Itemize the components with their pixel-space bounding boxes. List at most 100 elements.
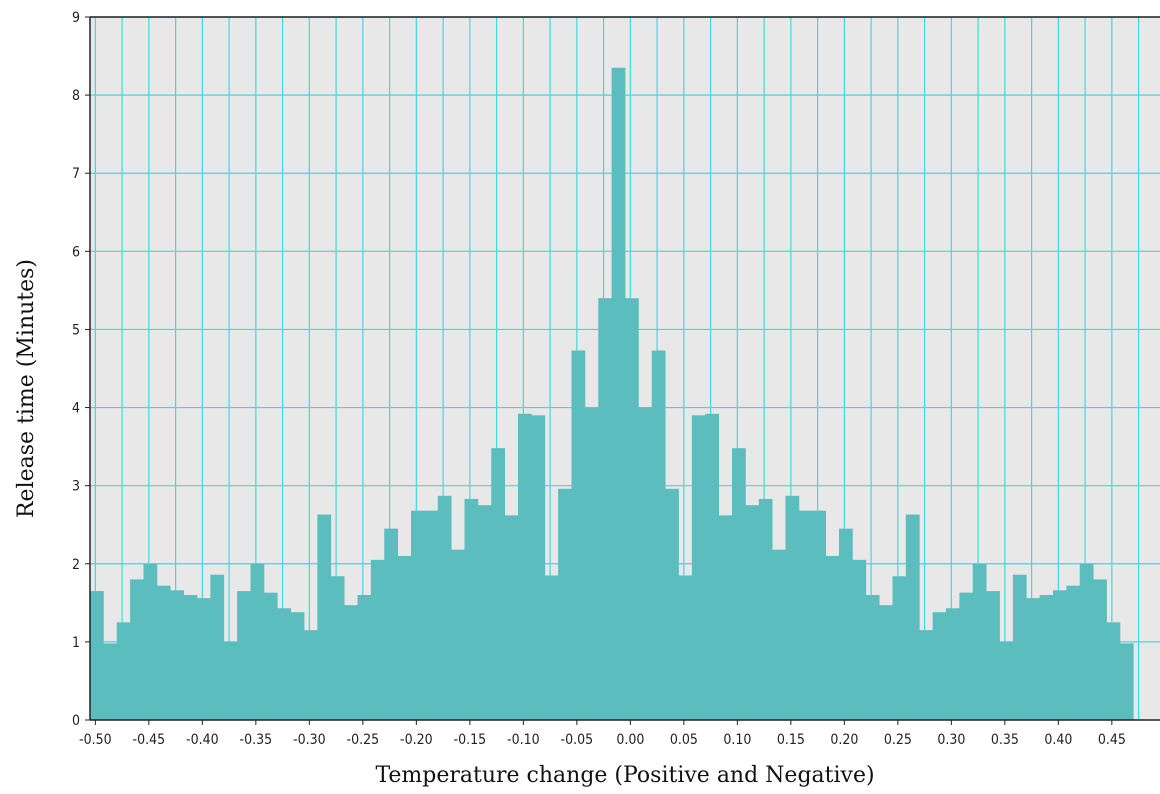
x-tick-label: -0.05 [561, 732, 594, 748]
histogram-bar [571, 350, 586, 720]
histogram-bar [691, 415, 706, 720]
histogram-bar [263, 592, 278, 720]
histogram-bar [491, 448, 506, 720]
y-tick-label: 4 [72, 401, 80, 417]
histogram-bar [1066, 585, 1081, 720]
y-tick-label: 7 [72, 166, 80, 182]
histogram-bar [304, 630, 318, 720]
histogram-bar [437, 495, 452, 720]
histogram-bar [986, 591, 1000, 720]
histogram-bar [812, 510, 827, 720]
histogram-bar [598, 298, 613, 720]
histogram-bar [625, 298, 639, 720]
x-tick-label: -0.30 [293, 732, 326, 748]
x-tick-label: 0.10 [723, 732, 751, 748]
x-tick-label: 0.15 [777, 732, 805, 748]
histogram-bar [1012, 574, 1027, 720]
histogram-bar [531, 415, 546, 720]
x-tick-label: 0.40 [1044, 732, 1072, 748]
x-tick-label: -0.40 [186, 732, 219, 748]
histogram-bar [825, 555, 840, 720]
histogram-bar [357, 595, 372, 720]
histogram-bar [250, 563, 265, 720]
histogram-bar [732, 448, 746, 720]
histogram-bar [718, 515, 733, 720]
histogram-bar [1079, 563, 1094, 720]
histogram-bar [558, 488, 572, 720]
x-tick-label: -0.10 [507, 732, 540, 748]
histogram-bar [411, 510, 425, 720]
x-tick-label: -0.45 [133, 732, 166, 748]
y-axis-ticks: 0 1 2 3 4 5 6 7 8 9 [72, 10, 90, 729]
histogram-bar [959, 592, 974, 720]
histogram-bar [277, 608, 292, 720]
y-tick-label: 6 [72, 244, 80, 260]
histogram-bar [1119, 643, 1134, 720]
x-tick-label: 0.35 [991, 732, 1019, 748]
histogram-bar [504, 515, 519, 720]
histogram-bar [130, 579, 144, 720]
x-tick-label: -0.35 [240, 732, 273, 748]
x-tick-label: 0.05 [670, 732, 698, 748]
histogram-bar [170, 590, 185, 720]
histogram-bar [1106, 622, 1121, 720]
x-tick-label: 0.25 [884, 732, 912, 748]
histogram-bar [317, 514, 332, 720]
histogram-bar [1053, 590, 1067, 720]
y-tick-label: 8 [72, 88, 80, 104]
histogram-bar [651, 350, 666, 720]
histogram-bar [1026, 598, 1041, 720]
histogram-bar [798, 510, 813, 720]
histogram-bar [424, 510, 439, 720]
y-axis-title: Release time (Minutes) [14, 259, 39, 518]
y-tick-label: 9 [72, 10, 80, 26]
bars [90, 67, 1134, 721]
histogram-bar [397, 555, 412, 720]
histogram-bar [758, 498, 773, 720]
x-tick-label: 0.45 [1098, 732, 1126, 748]
histogram-bar [879, 605, 893, 720]
histogram-bar [785, 495, 800, 720]
y-tick-label: 5 [72, 322, 80, 338]
x-tick-label: 0.30 [937, 732, 965, 748]
histogram-bar [518, 413, 532, 720]
x-axis-title: Temperature change (Positive and Negativ… [375, 763, 874, 788]
histogram-bar [1039, 595, 1054, 720]
histogram-bar [183, 595, 198, 720]
histogram-bar [116, 622, 131, 720]
histogram-bar [705, 413, 720, 720]
histogram-bar [143, 563, 158, 720]
histogram-bar [865, 595, 880, 720]
histogram-bar [584, 407, 599, 720]
y-tick-label: 2 [72, 557, 80, 573]
histogram-bar [237, 591, 251, 720]
histogram-bar [892, 576, 907, 720]
histogram-bar [477, 505, 492, 720]
histogram-bar [1093, 579, 1107, 720]
x-tick-label: -0.20 [400, 732, 433, 748]
histogram-bar [210, 574, 225, 720]
histogram-bar [839, 528, 853, 720]
y-tick-label: 1 [72, 635, 80, 651]
x-tick-label: 0.00 [616, 732, 644, 748]
histogram-bar [772, 549, 786, 720]
axes [89, 16, 1160, 721]
histogram-bar [946, 608, 960, 720]
histogram-bar [90, 591, 104, 720]
histogram-bar [330, 576, 345, 720]
histogram-bar [223, 641, 238, 720]
histogram-bar [638, 407, 653, 720]
y-tick-label: 3 [72, 479, 80, 495]
histogram-bar [370, 559, 385, 720]
histogram-bar [451, 549, 465, 720]
histogram-bar [544, 575, 559, 720]
histogram-bar [344, 605, 358, 720]
x-tick-label: -0.15 [454, 732, 487, 748]
x-axis-ticks: -0.50 -0.45 -0.40 -0.35 -0.30 -0.25 -0.20 -0.15… [79, 720, 1126, 748]
x-tick-label: 0.20 [830, 732, 858, 748]
histogram-bar [156, 585, 171, 720]
histogram-bar [745, 505, 760, 720]
y-tick-label: 0 [72, 713, 80, 729]
histogram-bar [852, 559, 867, 720]
